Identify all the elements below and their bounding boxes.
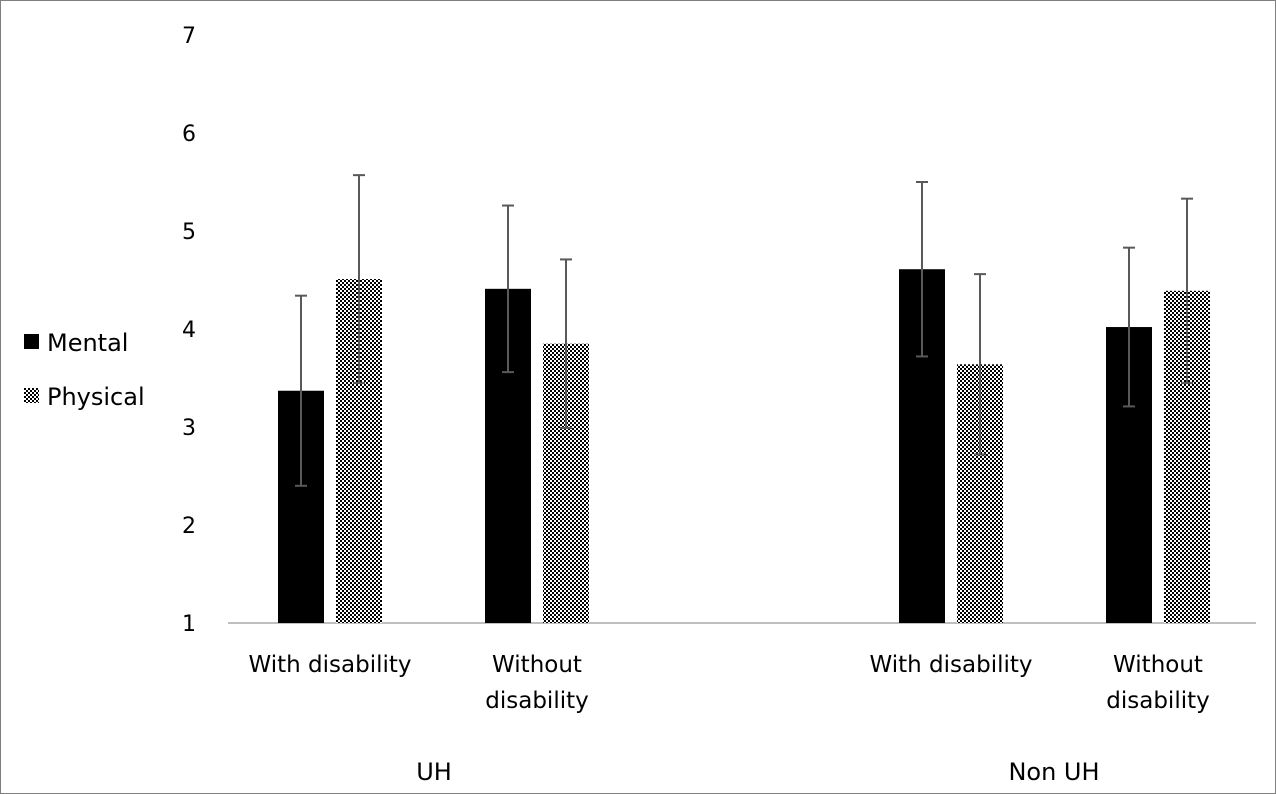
y-tick-label: 3 (182, 416, 196, 441)
x-tick-label: Without disability (485, 652, 588, 714)
y-tick-label: 4 (182, 318, 196, 343)
group-label: Non UH (1008, 758, 1099, 786)
group-label: UH (416, 758, 452, 786)
legend: Mental Physical (24, 329, 145, 411)
x-tick-label: With disability (249, 652, 412, 678)
legend-label-physical: Physical (47, 383, 145, 411)
bars (278, 174, 1210, 623)
legend-swatch-physical (24, 388, 39, 403)
x-tick-label: Without disability (1106, 652, 1209, 714)
y-tick-label: 7 (182, 24, 196, 49)
y-tick-label: 2 (182, 514, 196, 539)
category-labels: With disability Without disability UH With d… (249, 652, 1210, 786)
x-tick-label: With disability (870, 652, 1033, 678)
legend-label-mental: Mental (47, 329, 128, 357)
y-tick-label: 6 (182, 122, 196, 147)
legend-swatch-mental (24, 334, 39, 349)
y-tick-label: 5 (182, 220, 196, 245)
y-axis: 1 2 3 4 5 6 7 (182, 24, 1256, 637)
y-tick-label: 1 (182, 612, 196, 637)
